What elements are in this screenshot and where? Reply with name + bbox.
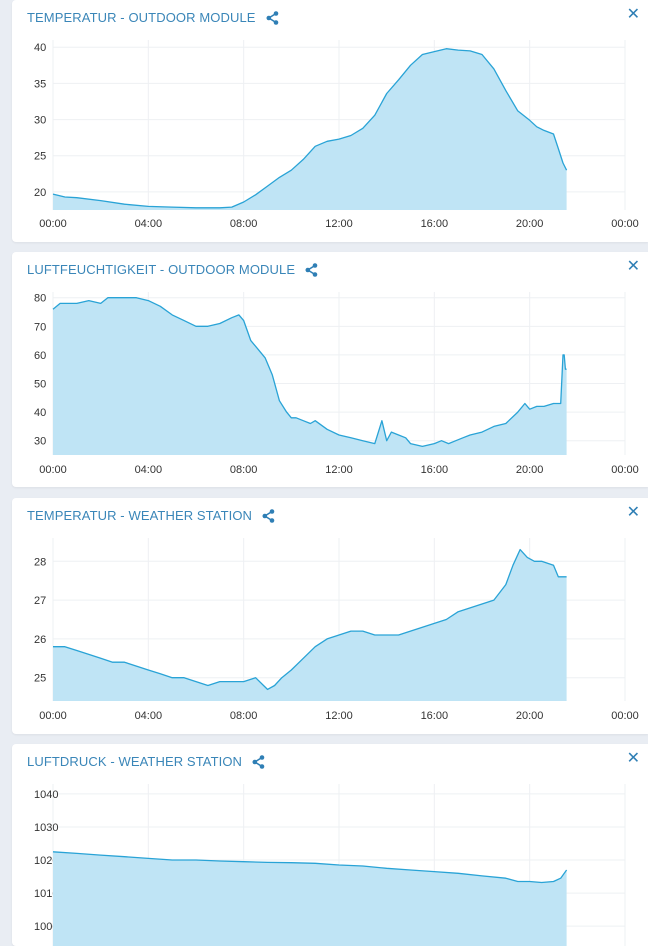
x-tick-label: 20:00 bbox=[516, 218, 544, 230]
card-metric: LUFTDRUCK - bbox=[27, 754, 115, 769]
chart-card-pressure-station: LUFTDRUCK - WEATHER STATION ✕ 1000 1010 10… bbox=[12, 744, 648, 946]
share-icon[interactable] bbox=[262, 508, 275, 523]
card-title: TEMPERATUR - WEATHER STATION bbox=[27, 508, 275, 523]
chart-card-humidity-outdoor: LUFTFEUCHTIGKEIT - OUTDOOR MODULE ✕ 30 40… bbox=[12, 252, 648, 487]
chart-card-temperature-outdoor: TEMPERATUR - OUTDOOR MODULE ✕ 20 25 30 35 40… bbox=[12, 0, 648, 242]
x-tick-label: 04:00 bbox=[135, 218, 163, 230]
x-tick-label: 12:00 bbox=[325, 710, 353, 722]
y-tick-label: 1000 bbox=[34, 921, 58, 933]
close-icon[interactable]: ✕ bbox=[626, 502, 640, 521]
y-tick-label: 35 bbox=[34, 78, 46, 90]
card-title: LUFTFEUCHTIGKEIT - OUTDOOR MODULE bbox=[27, 262, 318, 277]
y-tick-label: 1010 bbox=[34, 888, 58, 900]
y-tick-label: 28 bbox=[34, 556, 46, 568]
x-tick-label: 04:00 bbox=[135, 710, 163, 722]
card-title: TEMPERATUR - OUTDOOR MODULE bbox=[27, 10, 279, 25]
y-tick-label: 80 bbox=[34, 293, 46, 305]
series-line bbox=[53, 548, 567, 691]
x-tick-label: 16:00 bbox=[421, 218, 449, 230]
series-area bbox=[53, 297, 567, 455]
chart-0: 20 25 30 35 40 00:00 04:00 08:00 12:00 16:00 20:00… bbox=[34, 40, 639, 230]
chart-card-temperature-station: TEMPERATUR - WEATHER STATION ✕ 25 26 27 28 0… bbox=[12, 498, 648, 734]
close-icon[interactable]: ✕ bbox=[626, 748, 640, 767]
card-metric: LUFTFEUCHTIGKEIT - bbox=[27, 262, 165, 277]
x-tick-label: 16:00 bbox=[421, 710, 449, 722]
share-icon[interactable] bbox=[305, 262, 318, 277]
card-metric: TEMPERATUR - bbox=[27, 10, 125, 25]
card-module: OUTDOOR MODULE bbox=[128, 10, 256, 25]
y-tick-label: 1030 bbox=[34, 822, 58, 834]
x-tick-label: 00:00 bbox=[611, 218, 639, 230]
series-area bbox=[53, 48, 567, 211]
y-tick-label: 50 bbox=[34, 379, 46, 391]
card-title: LUFTDRUCK - WEATHER STATION bbox=[27, 754, 265, 769]
card-metric: TEMPERATUR - bbox=[27, 508, 125, 523]
series-area bbox=[53, 851, 567, 946]
chart-2: 25 26 27 28 00:00 04:00 08:00 12:00 16:00 20:00 00… bbox=[34, 538, 639, 722]
x-tick-label: 08:00 bbox=[230, 710, 258, 722]
x-tick-label: 00:00 bbox=[39, 710, 67, 722]
x-tick-label: 00:00 bbox=[611, 464, 639, 476]
share-icon[interactable] bbox=[252, 754, 265, 769]
x-tick-label: 12:00 bbox=[325, 464, 353, 476]
series-line bbox=[52, 48, 568, 209]
y-tick-label: 70 bbox=[34, 321, 46, 333]
card-module: WEATHER STATION bbox=[128, 508, 253, 523]
share-icon[interactable] bbox=[266, 10, 279, 25]
x-tick-label: 04:00 bbox=[135, 464, 163, 476]
chart-1: 30 40 50 60 70 80 00:00 04:00 08:00 12:00 16:00 20:… bbox=[34, 292, 639, 476]
x-tick-label: 16:00 bbox=[421, 464, 449, 476]
card-module: OUTDOOR MODULE bbox=[168, 262, 296, 277]
series-line bbox=[52, 297, 567, 448]
series-area bbox=[53, 549, 567, 701]
x-tick-label: 12:00 bbox=[325, 218, 353, 230]
y-tick-label: 40 bbox=[34, 42, 46, 54]
x-tick-label: 08:00 bbox=[230, 218, 258, 230]
y-tick-label: 30 bbox=[34, 115, 46, 127]
y-tick-label: 40 bbox=[34, 407, 46, 419]
y-tick-label: 20 bbox=[34, 187, 46, 199]
close-icon[interactable]: ✕ bbox=[626, 4, 640, 23]
y-tick-label: 25 bbox=[34, 673, 46, 685]
y-tick-label: 60 bbox=[34, 350, 46, 362]
x-tick-label: 20:00 bbox=[516, 464, 544, 476]
x-tick-label: 20:00 bbox=[516, 710, 544, 722]
x-tick-label: 08:00 bbox=[230, 464, 258, 476]
y-tick-label: 1020 bbox=[34, 855, 58, 867]
y-tick-label: 26 bbox=[34, 634, 46, 646]
x-tick-label: 00:00 bbox=[39, 464, 67, 476]
y-tick-label: 25 bbox=[34, 151, 46, 163]
chart-3: 1000 1010 1020 1030 1040 bbox=[34, 784, 626, 946]
y-tick-label: 1040 bbox=[34, 789, 58, 801]
series-line bbox=[52, 851, 568, 884]
x-tick-label: 00:00 bbox=[611, 710, 639, 722]
y-tick-label: 27 bbox=[34, 595, 46, 607]
close-icon[interactable]: ✕ bbox=[626, 256, 640, 275]
card-module: WEATHER STATION bbox=[118, 754, 243, 769]
y-tick-label: 30 bbox=[34, 436, 46, 448]
x-tick-label: 00:00 bbox=[39, 218, 67, 230]
